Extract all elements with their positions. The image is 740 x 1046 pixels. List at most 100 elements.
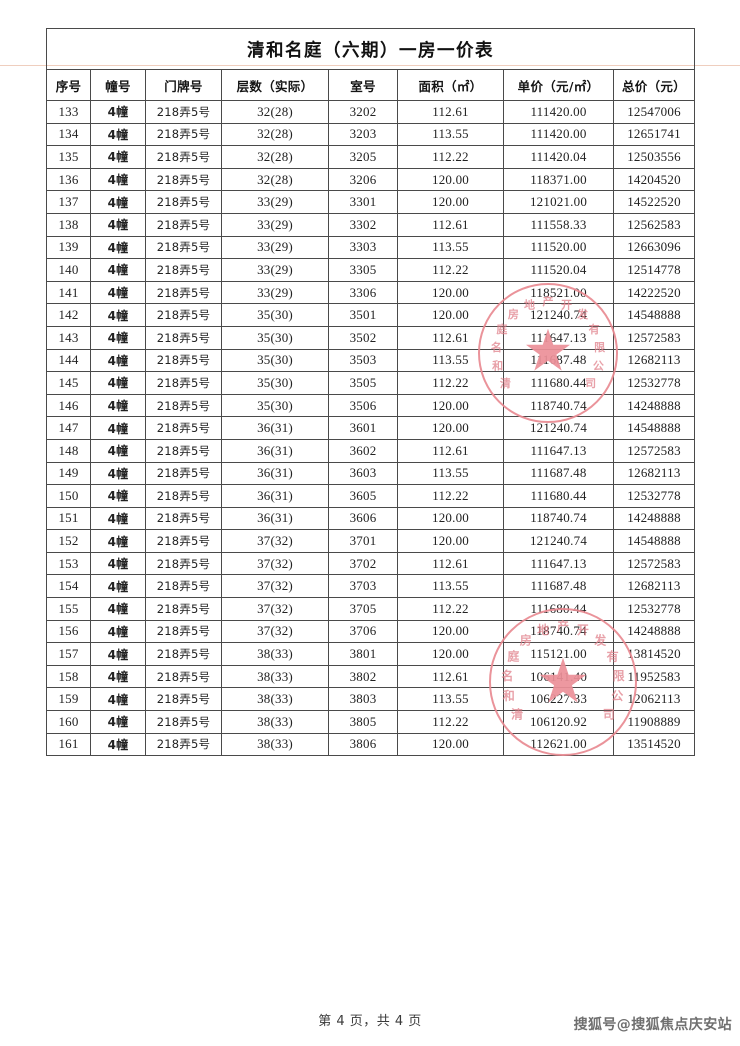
cell-total-price: 12682113 [613,348,695,373]
cell-door: 218弄5号 [145,371,222,395]
cell-building: 4幢 [90,325,146,350]
cell-index: 140 [46,258,91,282]
cell-door: 218弄5号 [145,461,222,486]
cell-door: 218弄5号 [145,416,222,440]
cell-door: 218弄5号 [145,122,222,147]
cell-total-price: 12503556 [613,145,695,169]
cell-door: 218弄5号 [145,574,222,599]
cell-area: 120.00 [397,280,504,305]
cell-floor: 33(29) [221,258,329,282]
cell-floor: 33(29) [221,280,329,305]
table-row: 139 4幢 218弄5号 33(29) 3303 113.55 111520.00 1266… [46,235,695,260]
cell-total-price: 14248888 [613,506,695,531]
table-row: 138 4幢 218弄5号 33(29) 3302 112.61 111558.33 1256… [46,212,695,237]
cell-door: 218弄5号 [145,258,222,282]
page-number-footer: 第 4 页，共 4 页 [318,1014,422,1029]
cell-room: 3202 [328,100,398,124]
cell-index: 151 [46,506,91,531]
cell-floor: 35(30) [221,303,329,327]
table-body: 133 4幢 218弄5号 32(28) 3202 112.61 111420.00 1254… [46,100,695,757]
cell-index: 157 [46,642,91,666]
column-header-floor: 层数（实际） [221,69,329,101]
cell-floor: 37(32) [221,574,329,599]
cell-area: 120.00 [397,506,504,531]
cell-area: 112.22 [397,710,504,734]
cell-area: 112.61 [397,664,504,689]
cell-building: 4幢 [90,167,146,192]
cell-room: 3506 [328,393,398,418]
table-row: 161 4幢 218弄5号 38(33) 3806 120.00 112621.00 1351… [46,732,695,757]
cell-door: 218弄5号 [145,710,222,734]
cell-room: 3303 [328,235,398,260]
cell-unit-price: 121240.74 [503,529,614,553]
cell-room: 3605 [328,484,398,508]
cell-building: 4幢 [90,529,146,553]
cell-index: 146 [46,393,91,418]
cell-room: 3502 [328,325,398,350]
cell-building: 4幢 [90,438,146,463]
cell-index: 143 [46,325,91,350]
cell-total-price: 14522520 [613,190,695,214]
cell-index: 136 [46,167,91,192]
table-row: 140 4幢 218弄5号 33(29) 3305 112.22 111520.04 1251… [46,258,695,282]
cell-door: 218弄5号 [145,303,222,327]
cell-area: 112.61 [397,438,504,463]
cell-index: 154 [46,574,91,599]
cell-floor: 36(31) [221,484,329,508]
cell-room: 3705 [328,597,398,621]
cell-door: 218弄5号 [145,687,222,712]
sohu-watermark: 搜狐号@搜狐焦点庆安站 [573,1017,732,1033]
cell-total-price: 12651741 [613,122,695,147]
cell-floor: 32(28) [221,100,329,124]
table-row: 136 4幢 218弄5号 32(28) 3206 120.00 118371.00 1420… [46,167,695,192]
cell-floor: 38(33) [221,664,329,689]
cell-index: 134 [46,122,91,147]
cell-building: 4幢 [90,100,146,124]
cell-unit-price: 118740.74 [503,506,614,531]
cell-door: 218弄5号 [145,484,222,508]
cell-floor: 38(33) [221,687,329,712]
cell-index: 141 [46,280,91,305]
cell-building: 4幢 [90,190,146,214]
table-row: 158 4幢 218弄5号 38(33) 3802 112.61 106141.40 1195… [46,664,695,689]
cell-area: 113.55 [397,235,504,260]
cell-unit-price: 118521.00 [503,280,614,305]
cell-door: 218弄5号 [145,235,222,260]
cell-total-price: 12532778 [613,597,695,621]
cell-total-price: 11952583 [613,664,695,689]
cell-index: 160 [46,710,91,734]
cell-total-price: 14248888 [613,619,695,644]
cell-area: 112.61 [397,551,504,576]
cell-building: 4幢 [90,484,146,508]
cell-total-price: 12572583 [613,438,695,463]
cell-index: 145 [46,371,91,395]
cell-unit-price: 111420.00 [503,122,614,147]
column-header-door: 门牌号 [145,69,222,101]
cell-total-price: 11908889 [613,710,695,734]
cell-area: 120.00 [397,190,504,214]
cell-unit-price: 115121.00 [503,642,614,666]
table-row: 152 4幢 218弄5号 37(32) 3701 120.00 121240.74 1454… [46,529,695,553]
cell-room: 3802 [328,664,398,689]
cell-door: 218弄5号 [145,642,222,666]
cell-area: 113.55 [397,687,504,712]
cell-unit-price: 111558.33 [503,212,614,237]
table-row: 155 4幢 218弄5号 37(32) 3705 112.22 111680.44 1253… [46,597,695,621]
cell-building: 4幢 [90,664,146,689]
cell-building: 4幢 [90,642,146,666]
cell-room: 3803 [328,687,398,712]
cell-floor: 37(32) [221,529,329,553]
cell-door: 218弄5号 [145,597,222,621]
table-row: 134 4幢 218弄5号 32(28) 3203 113.55 111420.00 1265… [46,122,695,147]
cell-unit-price: 111647.13 [503,325,614,350]
cell-door: 218弄5号 [145,438,222,463]
cell-unit-price: 111520.00 [503,235,614,260]
table-row: 159 4幢 218弄5号 38(33) 3803 113.55 106227.33 1206… [46,687,695,712]
cell-unit-price: 118740.74 [503,393,614,418]
cell-unit-price: 106141.40 [503,664,614,689]
table-row: 143 4幢 218弄5号 35(30) 3502 112.61 111647.13 1257… [46,325,695,350]
cell-door: 218弄5号 [145,529,222,553]
cell-index: 133 [46,100,91,124]
cell-room: 3503 [328,348,398,373]
cell-unit-price: 121240.74 [503,303,614,327]
